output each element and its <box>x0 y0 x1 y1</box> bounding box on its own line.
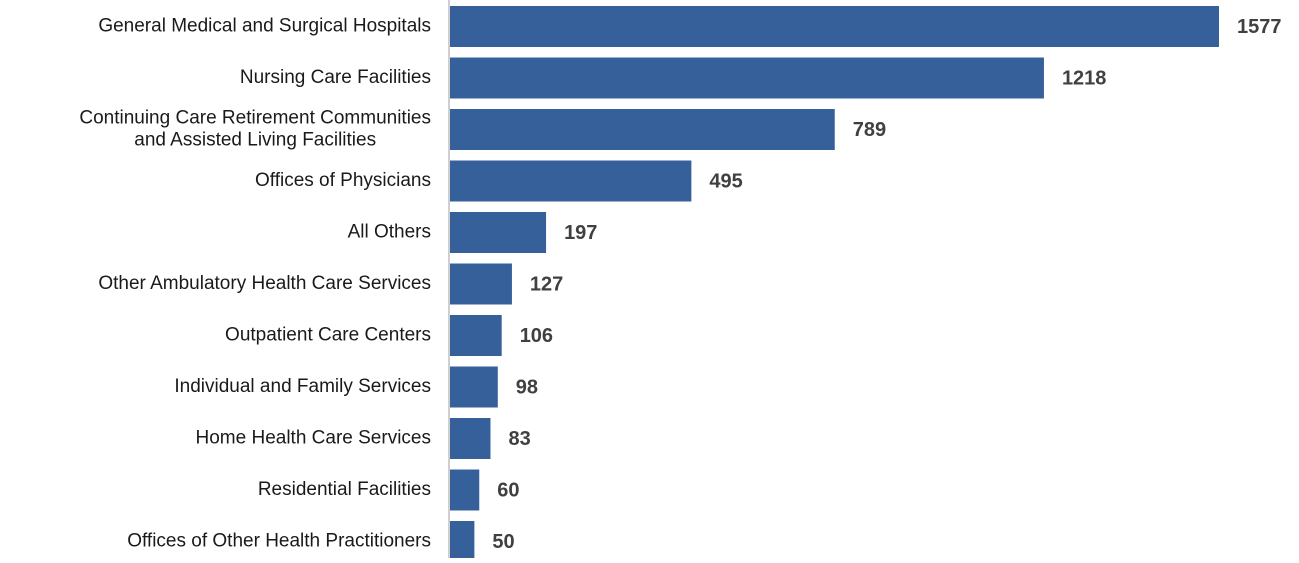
category-label-line: General Medical and Surgical Hospitals <box>98 16 431 37</box>
bar <box>450 521 475 562</box>
category-label: Offices of Other Health Practitioners <box>127 531 431 552</box>
bar <box>450 366 498 408</box>
category-label-line: Residential Facilities <box>258 479 431 500</box>
bar <box>450 263 512 305</box>
category-label-line: Offices of Other Health Practitioners <box>127 531 431 552</box>
category-label-line: Individual and Family Services <box>174 376 431 397</box>
value-label: 60 <box>497 479 519 501</box>
category-label: Continuing Care Retirement Communities an… <box>79 108 431 151</box>
category-label-line: Offices of Physicians <box>255 170 431 191</box>
category-label-line: Outpatient Care Centers <box>225 325 431 346</box>
bar <box>450 315 502 356</box>
category-label: Nursing Care Facilities <box>240 67 431 88</box>
category-label-line: Other Ambulatory Health Care Services <box>98 273 431 294</box>
value-label: 98 <box>516 376 538 398</box>
bar <box>450 109 835 150</box>
bar <box>450 57 1044 99</box>
category-labels: General Medical and Surgical Hospitals Nu… <box>79 16 431 552</box>
bar <box>450 6 1219 47</box>
value-labels: 1577 1218 789 495 197 127 106 98 83 60 50 <box>492 16 1281 553</box>
category-label: Home Health Care Services <box>196 428 431 449</box>
category-label: Other Ambulatory Health Care Services <box>98 273 431 294</box>
category-label: All Others <box>348 222 431 243</box>
category-label-line: Home Health Care Services <box>196 428 431 449</box>
value-label: 83 <box>508 428 530 450</box>
value-label: 1218 <box>1062 67 1107 89</box>
category-label-line: All Others <box>348 222 431 243</box>
category-label: Individual and Family Services <box>174 376 431 397</box>
bar <box>450 160 692 202</box>
category-label: Outpatient Care Centers <box>225 325 431 346</box>
bar <box>450 212 547 253</box>
category-label: Offices of Physicians <box>255 170 431 191</box>
value-label: 789 <box>853 119 886 141</box>
value-label: 495 <box>709 170 742 192</box>
value-label: 127 <box>530 273 563 295</box>
category-label: Residential Facilities <box>258 479 431 500</box>
value-label: 1577 <box>1237 16 1282 38</box>
value-label: 106 <box>520 325 553 347</box>
value-label: 197 <box>564 222 597 244</box>
bar <box>450 418 491 459</box>
value-label: 50 <box>492 531 514 553</box>
category-label-line: Nursing Care Facilities <box>240 67 431 88</box>
category-label-line: and Assisted Living Facilities <box>134 130 376 151</box>
category-label-line: Continuing Care Retirement Communities <box>79 108 431 129</box>
bars-group <box>450 6 1219 562</box>
category-label: General Medical and Surgical Hospitals <box>98 16 431 37</box>
bar <box>450 469 480 511</box>
